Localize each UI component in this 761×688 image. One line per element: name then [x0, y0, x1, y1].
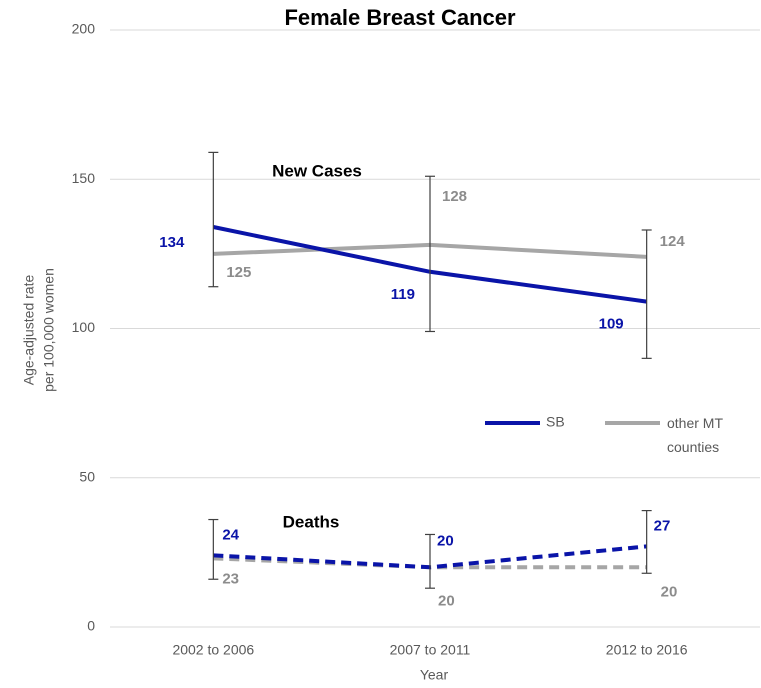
x-tick-label: 2012 to 2016	[606, 642, 688, 658]
annotation: New Cases	[272, 161, 362, 180]
data-label: 125	[226, 264, 251, 281]
data-label: 124	[660, 233, 686, 250]
x-tick-label: 2002 to 2006	[172, 642, 254, 658]
y-tick-label: 100	[72, 319, 96, 335]
y-tick-label: 200	[72, 21, 96, 37]
data-label: 134	[159, 234, 185, 251]
legend-label: SB	[546, 414, 565, 430]
data-label: 27	[654, 517, 671, 534]
x-tick-label: 2007 to 2011	[390, 642, 471, 658]
x-axis-label: Year	[420, 667, 449, 683]
data-label: 119	[391, 286, 415, 303]
y-axis-label: per 100,000 women	[41, 268, 57, 392]
data-label: 109	[599, 316, 624, 333]
y-tick-label: 150	[72, 170, 96, 186]
data-label: 23	[222, 570, 239, 587]
annotation: Deaths	[283, 512, 340, 531]
y-tick-label: 0	[87, 618, 95, 634]
data-label: 20	[438, 592, 455, 609]
data-label: 128	[442, 188, 467, 205]
data-label: 24	[222, 526, 239, 543]
data-label: 20	[661, 583, 678, 600]
legend-label: other MT counties	[667, 415, 723, 455]
y-tick-label: 50	[79, 468, 95, 484]
data-label: 20	[437, 532, 454, 549]
y-axis-label: Age-adjusted rate	[21, 275, 37, 386]
chart-title: Female Breast Cancer	[284, 5, 516, 30]
